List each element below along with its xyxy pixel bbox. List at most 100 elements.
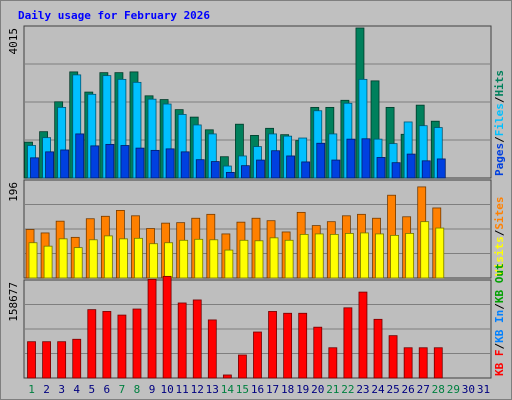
bar-visits-visits-day-24 <box>375 233 384 279</box>
bar-hits-pages-day-20 <box>316 142 326 179</box>
bar-hits-pages-day-19 <box>301 161 311 179</box>
bar-hits-pages-day-9 <box>150 149 160 179</box>
bar-hits-pages-day-14 <box>225 171 235 179</box>
bar-kbytes-kb-f-day-19 <box>298 312 308 379</box>
bar-visits-visits-day-2 <box>43 245 53 279</box>
bar-hits-pages-day-22 <box>346 138 356 179</box>
x-tick-label-day-21: 21 <box>326 383 339 396</box>
bar-kbytes-kb-f-day-5 <box>87 309 97 379</box>
legend-visits: Visits <box>493 236 506 276</box>
x-tick-label-day-17: 17 <box>266 383 279 396</box>
bar-kbytes-kb-f-day-27 <box>418 347 428 379</box>
x-tick-label-day-4: 4 <box>73 383 80 396</box>
x-tick-label-day-23: 23 <box>356 383 369 396</box>
panel-kbytes-ymax-label: 158677 <box>7 282 20 322</box>
bar-kbytes-kb-f-day-28 <box>433 347 443 379</box>
panel-visits-ymax-label: 196 <box>7 182 20 202</box>
bar-hits-pages-day-10 <box>165 148 175 179</box>
bar-visits-visits-day-25 <box>390 234 399 279</box>
bar-kbytes-kb-f-day-16 <box>253 331 262 379</box>
legend-hits: Hits <box>493 70 506 97</box>
x-tick-label-day-25: 25 <box>386 383 399 396</box>
bar-hits-pages-day-11 <box>180 151 190 179</box>
panel-visits-legend: Visits/Sites <box>493 197 506 277</box>
bar-kbytes-kb-f-day-25 <box>388 335 398 379</box>
bar-hits-pages-day-23 <box>361 138 371 179</box>
x-tick-label-day-29: 29 <box>447 383 460 396</box>
legend-kb-out: KB Out <box>493 263 506 303</box>
bar-visits-visits-day-1 <box>28 242 38 279</box>
bar-hits-pages-day-25 <box>391 162 401 179</box>
chart-title: Daily usage for February 2026 <box>18 9 210 22</box>
x-tick-label-day-9: 9 <box>149 383 156 396</box>
bar-visits-visits-day-22 <box>344 233 354 279</box>
bar-hits-pages-day-5 <box>90 145 100 179</box>
legend-pages: Pages <box>493 143 506 176</box>
bar-visits-visits-day-20 <box>314 233 324 279</box>
x-tick-label-day-12: 12 <box>191 383 204 396</box>
x-tick-label-day-7: 7 <box>119 383 126 396</box>
legend-kb-in: KB In <box>493 310 506 343</box>
bar-hits-pages-day-28 <box>436 158 446 179</box>
bar-hits-pages-day-26 <box>406 153 416 179</box>
bar-kbytes-kb-f-day-12 <box>192 299 202 379</box>
x-tick-label-day-6: 6 <box>104 383 111 396</box>
panel-hits-legend: Pages/Files/Hits <box>493 70 506 176</box>
bar-kbytes-kb-f-day-14 <box>222 374 232 379</box>
bar-hits-pages-day-17 <box>271 150 280 179</box>
x-tick-label-day-15: 15 <box>236 383 249 396</box>
bar-visits-visits-day-13 <box>209 239 219 279</box>
bar-kbytes-kb-f-day-13 <box>207 319 217 379</box>
bar-hits-pages-day-3 <box>60 149 70 179</box>
x-tick-label-day-27: 27 <box>417 383 430 396</box>
x-tick-label-day-1: 1 <box>28 383 35 396</box>
x-tick-label-day-26: 26 <box>402 383 415 396</box>
bar-kbytes-kb-f-day-6 <box>102 311 112 379</box>
x-tick-label-day-28: 28 <box>432 383 445 396</box>
legend-sites: Sites <box>493 197 506 230</box>
bar-hits-pages-day-24 <box>376 157 386 179</box>
bar-kbytes-kb-f-day-10 <box>162 275 172 379</box>
bar-visits-visits-day-8 <box>134 237 143 279</box>
bar-hits-pages-day-12 <box>195 159 205 179</box>
bar-kbytes-kb-f-day-21 <box>328 347 338 379</box>
bar-visits-visits-day-10 <box>164 242 174 279</box>
bar-kbytes-kb-f-day-9 <box>147 278 157 379</box>
x-tick-label-day-31: 31 <box>477 383 490 396</box>
x-tick-label-day-22: 22 <box>341 383 354 396</box>
bar-kbytes-kb-f-day-23 <box>358 291 368 379</box>
bar-visits-visits-day-28 <box>435 227 445 279</box>
bar-hits-pages-day-16 <box>256 159 265 179</box>
bar-hits-pages-day-27 <box>421 160 431 179</box>
bar-hits-pages-day-2 <box>45 151 54 179</box>
bar-kbytes-kb-f-day-11 <box>177 302 187 379</box>
bar-kbytes-kb-f-day-2 <box>42 341 51 379</box>
panel-kbytes-legend: KB F/KB In/KB Out <box>493 263 506 376</box>
x-tick-label-day-2: 2 <box>43 383 50 396</box>
x-tick-label-day-16: 16 <box>251 383 264 396</box>
x-tick-label-day-11: 11 <box>176 383 189 396</box>
bar-hits-pages-day-6 <box>105 143 115 179</box>
bar-visits-visits-day-14 <box>224 249 234 279</box>
x-tick-label-day-24: 24 <box>371 383 385 396</box>
bar-hits-pages-day-21 <box>331 159 341 179</box>
bar-hits-pages-day-1 <box>30 157 39 179</box>
bar-visits-visits-day-19 <box>299 234 309 279</box>
panel-hits-ymax-label: 4015 <box>7 28 20 55</box>
bar-visits-visits-day-18 <box>284 239 294 279</box>
bar-visits-visits-day-3 <box>58 238 68 279</box>
x-tick-label-day-20: 20 <box>311 383 324 396</box>
bar-kbytes-kb-f-day-8 <box>132 308 142 379</box>
bar-kbytes-kb-f-day-17 <box>268 311 277 379</box>
x-tick-label-day-13: 13 <box>206 383 219 396</box>
bar-kbytes-kb-f-day-22 <box>343 307 353 379</box>
bar-kbytes-kb-f-day-7 <box>117 314 127 379</box>
bar-visits-visits-day-12 <box>194 238 204 279</box>
bar-hits-pages-day-13 <box>210 161 220 179</box>
x-tick-label-day-5: 5 <box>88 383 95 396</box>
x-tick-label-day-14: 14 <box>221 383 235 396</box>
bar-visits-visits-day-27 <box>420 221 430 279</box>
legend-files: Files <box>493 103 506 136</box>
bar-kbytes-kb-f-day-24 <box>373 318 383 379</box>
bar-visits-visits-day-4 <box>73 247 83 279</box>
